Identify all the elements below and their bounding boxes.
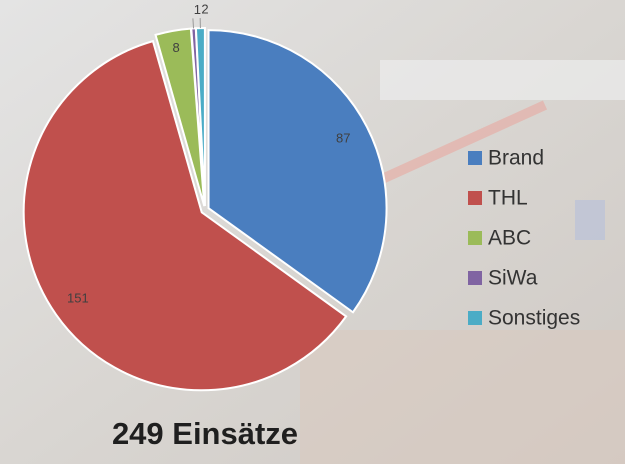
background-shape (300, 330, 625, 464)
chart-title: 249 Einsätze (112, 416, 298, 451)
data-label: 2 (201, 2, 208, 17)
chart: 249 Einsätze 87 151 8 12 Brand THL ABC SiWa Sons… (0, 0, 625, 464)
legend-swatch (468, 271, 482, 285)
data-label: 8 (173, 40, 180, 55)
legend-swatch (468, 231, 482, 245)
data-label: 151 (67, 291, 89, 306)
page: 249 Einsätze 87 151 8 12 Brand THL ABC SiWa Sons… (0, 0, 625, 464)
legend-swatch (468, 151, 482, 165)
legend-label: Sonstiges (488, 307, 580, 330)
data-label: 1 (194, 2, 201, 17)
background-shape (575, 200, 605, 240)
background-shape (380, 60, 625, 100)
leader-line (193, 18, 194, 28)
data-label: 87 (336, 131, 350, 146)
legend-label: Brand (488, 147, 544, 170)
legend-swatch (468, 311, 482, 325)
legend-label: ABC (488, 227, 531, 250)
legend-label: THL (488, 187, 528, 210)
legend-swatch (468, 191, 482, 205)
legend-label: SiWa (488, 267, 538, 290)
